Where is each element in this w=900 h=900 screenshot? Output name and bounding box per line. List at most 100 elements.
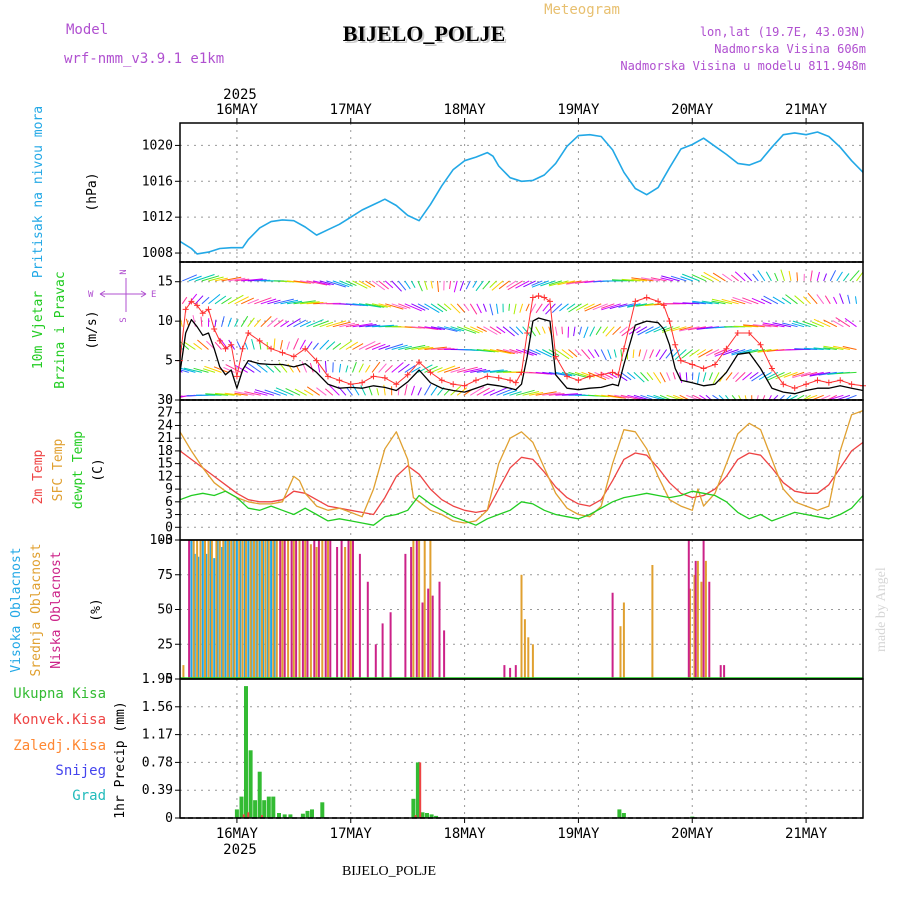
- wind-barb: [685, 372, 688, 382]
- wind-barb: [699, 394, 708, 401]
- wind-barb: [376, 388, 380, 396]
- wind-barb: [670, 326, 687, 332]
- ytick-label-cloud: 25: [157, 637, 173, 652]
- wind-barb: [293, 300, 316, 305]
- wind-barb: [181, 296, 188, 305]
- wind-barb: [523, 280, 536, 288]
- wind-barb: [714, 349, 726, 355]
- precip-bar-precip_total: [234, 809, 239, 818]
- wind-barb: [234, 392, 248, 396]
- wind-barb: [234, 364, 248, 373]
- ytick-label-wind: 15: [157, 275, 173, 290]
- wind-gust-point: [575, 377, 582, 384]
- wind-barb: [489, 303, 494, 316]
- wind-barb: [672, 349, 681, 358]
- wind-barb: [627, 372, 636, 380]
- wind-barb: [195, 274, 215, 282]
- wind-barb: [561, 326, 563, 335]
- wind-barb: [285, 387, 301, 396]
- wind-barb: [483, 349, 499, 353]
- wind-barb: [738, 395, 742, 401]
- wind-barb: [410, 385, 415, 396]
- wind-barb: [316, 387, 327, 396]
- pressure-line: [179, 131, 864, 255]
- wind-title-1: 10m Vjetar: [31, 291, 46, 369]
- wind-barb: [324, 388, 334, 396]
- wind-barb: [791, 322, 805, 328]
- wind-barb: [711, 298, 733, 305]
- wind-barb: [260, 316, 272, 328]
- wind-gust-point: [672, 341, 679, 348]
- wind-barb: [345, 341, 359, 350]
- wind-gust-point: [228, 341, 235, 348]
- wind-barb: [247, 298, 259, 305]
- wind-barb: [197, 339, 209, 350]
- wind-barb: [548, 371, 569, 377]
- wind-barb: [811, 321, 824, 328]
- wind-barb: [672, 372, 676, 380]
- wind-barb: [339, 280, 353, 287]
- wind-barb: [660, 277, 674, 282]
- wind-barb: [636, 326, 648, 334]
- wind-gust-point: [370, 373, 377, 380]
- wind-barb: [463, 326, 480, 334]
- wind-barb: [508, 303, 510, 311]
- wind-barb: [280, 299, 299, 305]
- wind-barb: [548, 280, 563, 286]
- wind-barb: [411, 303, 426, 311]
- wind-barb: [346, 387, 353, 396]
- xtick-label-bottom: 18MAY: [444, 826, 487, 842]
- wind-gust-point: [529, 294, 536, 301]
- wind-barb: [509, 391, 522, 396]
- wind-barb: [299, 321, 312, 328]
- wind-barb: [856, 271, 864, 282]
- wind-barb: [358, 363, 364, 373]
- wind-gust-point: [564, 373, 571, 380]
- wind-barb: [762, 395, 766, 401]
- wind-barb: [849, 270, 860, 282]
- wind-barb: [204, 365, 222, 373]
- ytick-label-precip: 1.56: [142, 700, 173, 715]
- wind-barb: [225, 364, 242, 373]
- axes-layer: 1008101210161020051015-30369121518212427…: [142, 102, 828, 842]
- wind-barb: [437, 303, 448, 312]
- wind-gust-point: [438, 377, 445, 384]
- wind-barb: [725, 395, 730, 401]
- xtick-label-top: 19MAY: [557, 102, 600, 118]
- wind-barb: [643, 349, 648, 361]
- wind-gust-point: [615, 371, 622, 378]
- wind-barb: [326, 320, 347, 328]
- wind-barb: [795, 394, 805, 401]
- wind-barb: [306, 386, 320, 396]
- wind-barb: [655, 349, 661, 357]
- wind-barb: [688, 326, 706, 331]
- wind-barb: [227, 317, 232, 327]
- wind-barb: [721, 298, 739, 305]
- ytick-label-temperature: 3: [165, 508, 173, 523]
- precip-bar-precip_total: [425, 813, 429, 818]
- wind-barb: [557, 280, 576, 286]
- precip-bar-precip_conv: [261, 815, 263, 818]
- wind-barb: [810, 270, 813, 281]
- wind-gust-point: [768, 365, 775, 372]
- wind-barb: [240, 297, 255, 305]
- wind-barb: [554, 326, 558, 336]
- wind-barb: [332, 321, 351, 328]
- wind-barb: [809, 371, 831, 377]
- wind-barb: [317, 364, 321, 373]
- wind-barb: [768, 395, 772, 401]
- wind-barb: [459, 280, 465, 291]
- wind-barb: [352, 280, 368, 289]
- ytick-label-precip: 0.39: [142, 783, 173, 798]
- wind-barb: [705, 394, 712, 401]
- wind-barb: [819, 394, 831, 401]
- wind-barb: [828, 394, 844, 401]
- wind-barb: [274, 389, 288, 396]
- wind-gust-point: [188, 298, 195, 305]
- wind-barb: [542, 303, 550, 312]
- wind-barb: [286, 341, 290, 350]
- wind-barb: [535, 326, 541, 336]
- wind-barb: [312, 342, 319, 350]
- wind-gust-point: [552, 353, 559, 360]
- wind-barb: [674, 349, 687, 360]
